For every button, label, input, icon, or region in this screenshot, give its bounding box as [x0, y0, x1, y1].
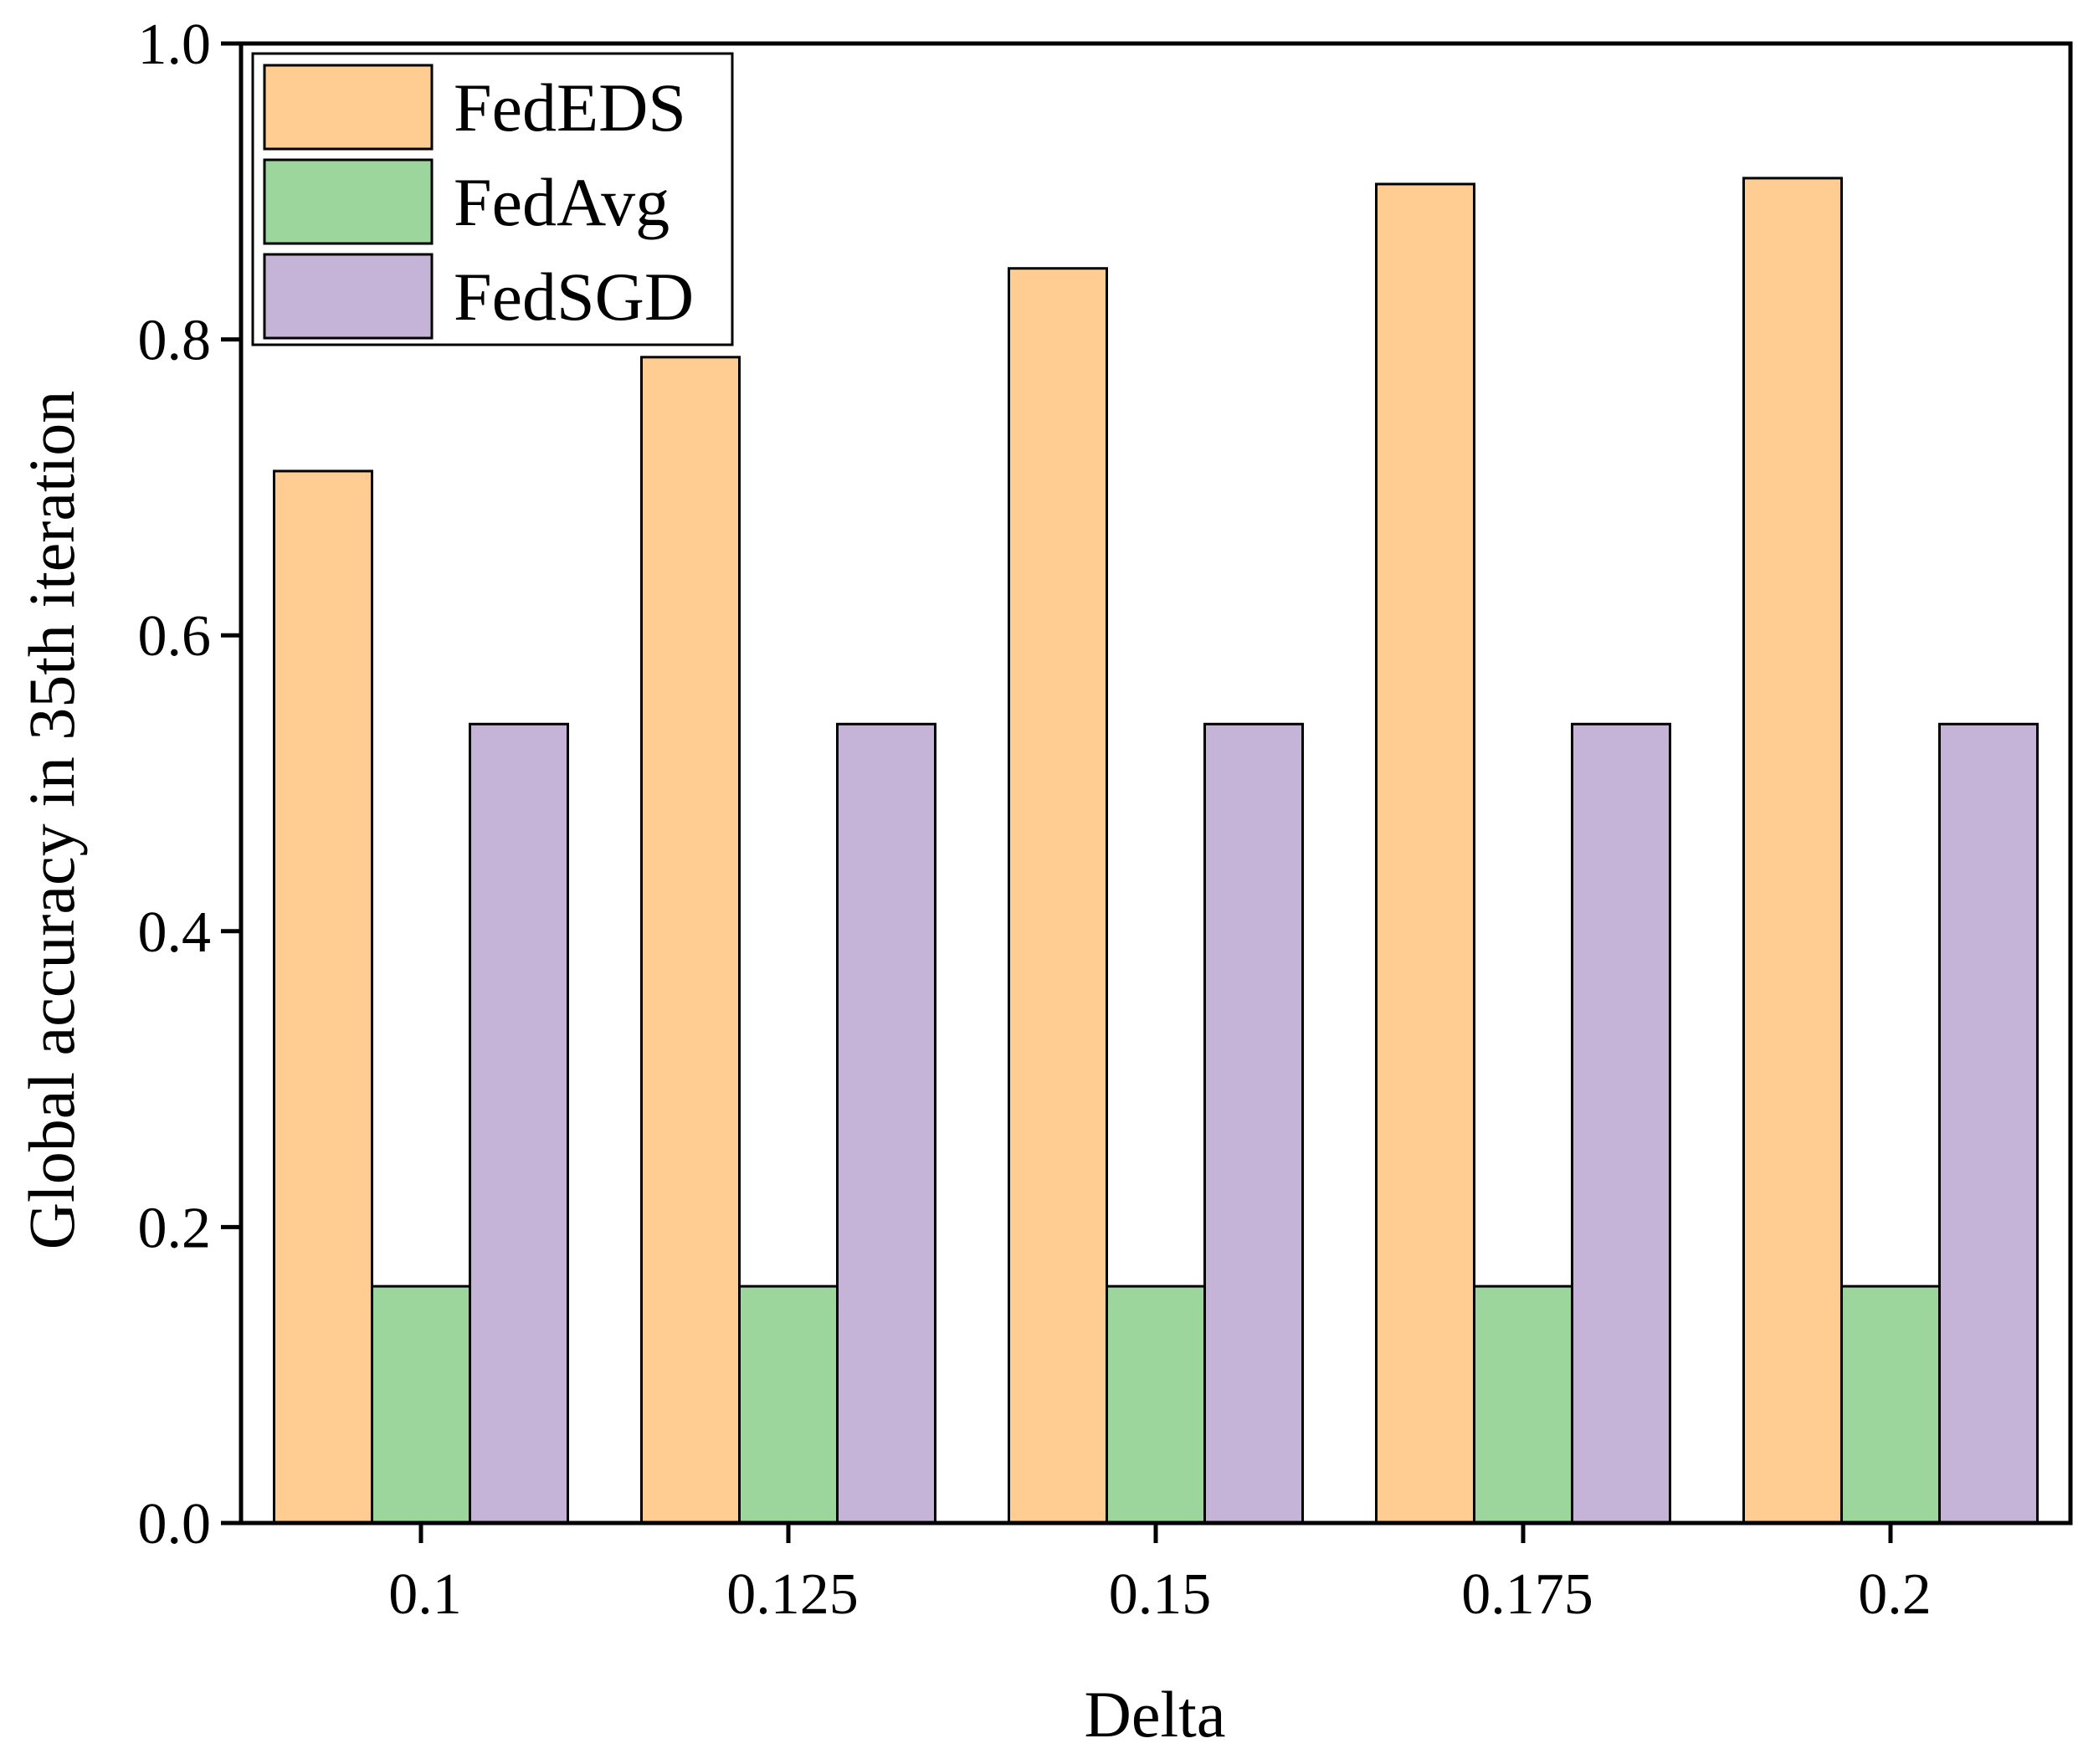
- x-tick-label: 0.2: [1858, 1562, 1932, 1627]
- bar-fedsgd-0.125: [836, 722, 936, 1525]
- x-axis-label: Delta: [1085, 1678, 1226, 1751]
- bar-fedsgd-0.175: [1571, 722, 1671, 1525]
- x-tick-label: 0.15: [1109, 1562, 1212, 1627]
- bar-fedavg-0.15: [1106, 1285, 1206, 1525]
- bar-fedavg-0.2: [1840, 1285, 1941, 1525]
- y-tick-label: 0.0: [138, 1492, 212, 1556]
- bar-fededs-0.125: [640, 356, 741, 1525]
- bar-fedavg-0.175: [1473, 1285, 1573, 1525]
- bars-layer: [273, 177, 2039, 1525]
- y-axis-label: Global accuracy in 35th iteration: [15, 391, 88, 1250]
- y-tick-label: 1.0: [138, 13, 212, 77]
- y-tick-label: 0.8: [138, 309, 212, 373]
- bar-fededs-0.2: [1742, 177, 1843, 1525]
- y-tick-label: 0.6: [138, 604, 212, 669]
- legend: FedEDS FedAvg FedSGD: [251, 52, 734, 346]
- y-tick-label: 0.4: [138, 900, 212, 965]
- y-tick-label: 0.2: [138, 1196, 212, 1260]
- bar-fededs-0.1: [273, 469, 373, 1525]
- x-tick-label: 0.175: [1461, 1562, 1593, 1627]
- bar-fedsgd-0.2: [1938, 722, 2039, 1525]
- bar-fedsgd-0.1: [469, 722, 569, 1525]
- bar-fedavg-0.125: [738, 1285, 839, 1525]
- bar-fededs-0.175: [1375, 182, 1475, 1525]
- x-tick-label: 0.1: [388, 1562, 462, 1627]
- legend-label-fedavg: FedAvg: [454, 164, 670, 240]
- legend-swatch-fedavg: [263, 158, 434, 245]
- x-tick-label: 0.125: [726, 1562, 859, 1627]
- legend-swatch-fededs: [263, 64, 434, 151]
- legend-label-fededs: FedEDS: [454, 69, 686, 146]
- legend-label-fedsgd: FedSGD: [454, 259, 694, 335]
- axes-layer: 0.0 0.2 0.4 0.6 0.8 1.0 0.1 0.125 0.15 0.175 0.2: [138, 13, 2073, 1627]
- bar-fededs-0.15: [1008, 267, 1108, 1525]
- legend-swatch-fedsgd: [263, 253, 434, 340]
- bar-fedavg-0.1: [371, 1285, 471, 1525]
- bar-fedsgd-0.15: [1203, 722, 1304, 1525]
